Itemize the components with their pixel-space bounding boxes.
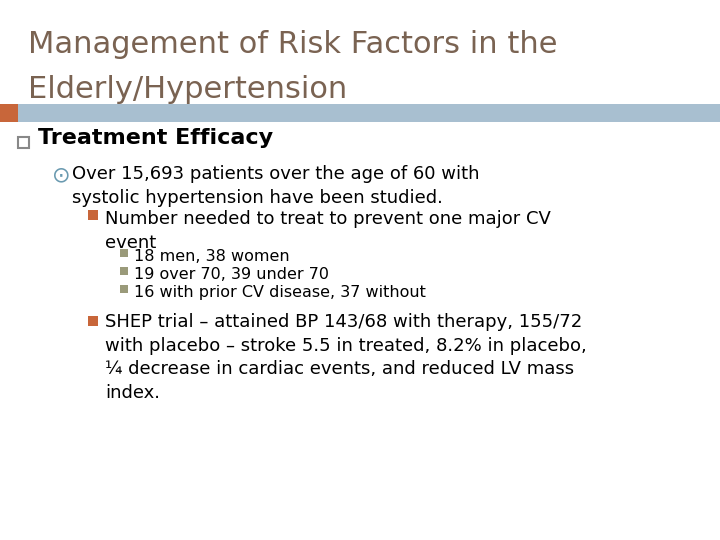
Text: SHEP trial – attained BP 143/68 with therapy, 155/72
with placebo – stroke 5.5 i: SHEP trial – attained BP 143/68 with the… <box>105 313 587 402</box>
Text: Over 15,693 patients over the age of 60 with
systolic hypertension have been stu: Over 15,693 patients over the age of 60 … <box>72 165 480 207</box>
Bar <box>120 249 128 257</box>
Text: 16 with prior CV disease, 37 without: 16 with prior CV disease, 37 without <box>134 285 426 300</box>
Bar <box>120 285 128 293</box>
Text: Treatment Efficacy: Treatment Efficacy <box>38 128 273 148</box>
Bar <box>88 316 98 326</box>
Text: Management of Risk Factors in the: Management of Risk Factors in the <box>28 30 557 59</box>
Bar <box>18 137 29 148</box>
Text: ⊙: ⊙ <box>52 165 71 185</box>
Bar <box>120 267 128 275</box>
Text: Elderly/Hypertension: Elderly/Hypertension <box>28 75 347 104</box>
Bar <box>0 104 18 122</box>
Text: 18 men, 38 women: 18 men, 38 women <box>134 249 289 264</box>
Bar <box>88 210 98 220</box>
Text: 19 over 70, 39 under 70: 19 over 70, 39 under 70 <box>134 267 329 282</box>
Bar <box>0 104 720 122</box>
Text: Number needed to treat to prevent one major CV
event: Number needed to treat to prevent one ma… <box>105 210 551 252</box>
